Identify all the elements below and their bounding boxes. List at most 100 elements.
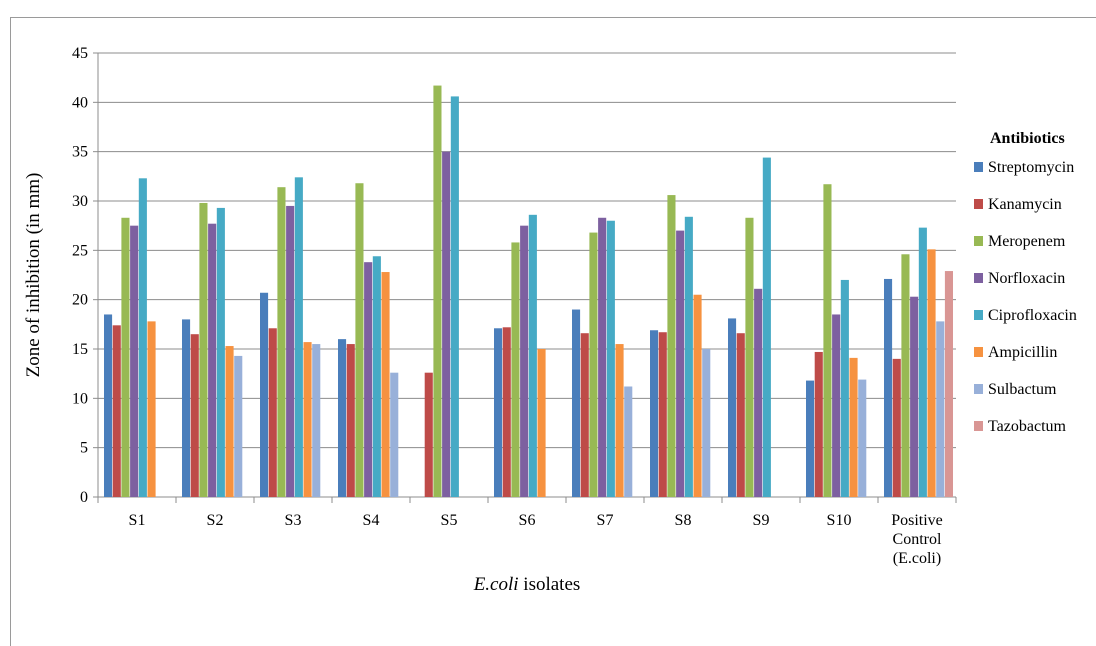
bar-ampicillin-s3	[303, 342, 312, 497]
bar-ciprofloxacin-s8	[684, 216, 693, 497]
bar-norfloxacin-s7	[598, 217, 607, 498]
bar-ampicillin-s4	[381, 272, 390, 497]
bar-kanamycin-positive	[892, 358, 901, 497]
x-tick-label: S2	[207, 512, 224, 529]
legend-label: Sulbactum	[988, 381, 1057, 398]
legend-label: Meropenem	[988, 233, 1066, 250]
bar-norfloxacin-s10	[832, 314, 841, 497]
legend-title: Antibiotics	[990, 130, 1065, 147]
bar-meropenem-s1	[121, 217, 130, 498]
x-tick-label: S6	[519, 512, 536, 529]
bar-kanamycin-s8	[658, 332, 667, 497]
x-tick-label: S9	[753, 512, 770, 529]
legend-label: Tazobactum	[988, 418, 1067, 435]
bar-meropenem-s8	[667, 195, 676, 497]
bar-ciprofloxacin-s5	[450, 96, 459, 497]
legend-swatch	[974, 236, 983, 246]
chart-frame	[10, 17, 1096, 646]
bar-sulbactum-s2	[234, 355, 243, 497]
bar-meropenem-positive	[901, 254, 910, 497]
bar-meropenem-s10	[823, 184, 832, 497]
bar-sulbactum-s3	[312, 344, 321, 497]
y-tick-label: 30	[72, 193, 88, 210]
bar-norfloxacin-s6	[520, 225, 529, 497]
bar-ampicillin-s6	[537, 349, 546, 497]
bar-meropenem-s2	[199, 202, 208, 497]
bar-kanamycin-s2	[190, 334, 199, 497]
bar-ciprofloxacin-s2	[216, 207, 225, 497]
bar-ampicillin-s2	[225, 346, 234, 497]
bar-norfloxacin-s8	[676, 230, 685, 497]
bar-norfloxacin-s4	[364, 262, 373, 497]
bar-ciprofloxacin-positive	[918, 227, 927, 497]
y-tick-label: 45	[72, 45, 88, 62]
legend: Antibiotics Streptomycin Kanamycin Meropene…	[974, 130, 1077, 435]
bar-ampicillin-s7	[615, 344, 624, 497]
bar-norfloxacin-s1	[130, 225, 139, 497]
y-tick-label: 20	[72, 292, 88, 309]
legend-swatch	[974, 310, 983, 320]
bar-kanamycin-s3	[268, 328, 277, 497]
bar-streptomycin-s9	[728, 318, 737, 497]
bar-ampicillin-s1	[147, 321, 156, 497]
bar-streptomycin-s8	[650, 330, 659, 497]
legend-label: Streptomycin	[988, 159, 1074, 176]
x-tick-label: S10	[827, 512, 852, 529]
y-tick-label: 35	[72, 144, 88, 161]
bar-meropenem-s4	[355, 183, 364, 498]
legend-swatch	[974, 421, 983, 431]
bar-meropenem-s7	[589, 232, 598, 497]
x-tick-label: S1	[129, 512, 146, 529]
bar-sulbactum-s8	[702, 349, 711, 497]
bar-streptomycin-s7	[572, 309, 581, 497]
legend-swatch	[974, 162, 983, 172]
bar-ciprofloxacin-s9	[762, 157, 771, 497]
legend-label: Norfloxacin	[988, 270, 1065, 287]
bar-norfloxacin-s3	[286, 205, 295, 497]
legend-swatch	[974, 347, 983, 357]
bar-streptomycin-s6	[494, 328, 503, 497]
bar-ampicillin-s10	[849, 357, 858, 497]
x-tick-label: Positive Control (E.coli)	[891, 512, 943, 567]
bar-streptomycin-s4	[338, 339, 347, 497]
y-tick-label: 25	[72, 242, 88, 259]
legend-label: Ciprofloxacin	[988, 307, 1077, 324]
bar-ampicillin-positive	[927, 249, 936, 497]
x-tick-label: S3	[285, 512, 302, 529]
legend-swatch	[974, 273, 983, 283]
bar-streptomycin-s1	[104, 314, 113, 497]
y-tick-label: 5	[80, 440, 88, 457]
bar-norfloxacin-s2	[208, 223, 217, 497]
bar-sulbactum-s7	[624, 386, 633, 497]
legend-swatch	[974, 384, 983, 394]
bar-kanamycin-s5	[424, 372, 433, 497]
x-tick-label: S4	[363, 512, 380, 529]
y-axis-title: Zone of inhibition (in mm)	[23, 173, 44, 378]
bar-ciprofloxacin-s7	[606, 220, 615, 497]
legend-label: Kanamycin	[988, 196, 1062, 213]
y-tick-label: 40	[72, 94, 88, 111]
bar-kanamycin-s9	[736, 333, 745, 497]
legend-label: Ampicillin	[988, 344, 1057, 361]
y-tick-label: 10	[72, 390, 88, 407]
bar-ciprofloxacin-s6	[528, 214, 537, 497]
bar-ciprofloxacin-s4	[372, 256, 381, 497]
bar-sulbactum-positive	[936, 321, 945, 497]
y-tick-label: 15	[72, 341, 88, 358]
x-tick-label: S7	[597, 512, 614, 529]
bar-ciprofloxacin-s1	[138, 178, 147, 497]
bar-streptomycin-s3	[260, 292, 269, 497]
y-tick-label: 0	[80, 489, 88, 506]
bar-ciprofloxacin-s10	[840, 279, 849, 497]
bar-ampicillin-s8	[693, 294, 702, 497]
bar-meropenem-s3	[277, 187, 286, 498]
bar-ciprofloxacin-s3	[294, 177, 303, 497]
bar-kanamycin-s7	[580, 333, 589, 497]
bar-meropenem-s6	[511, 242, 520, 497]
x-tick-label: S8	[675, 512, 692, 529]
bar-streptomycin-s2	[182, 319, 191, 497]
bar-sulbactum-s4	[390, 372, 399, 497]
bar-streptomycin-positive	[884, 278, 893, 497]
bar-norfloxacin-positive	[910, 296, 919, 497]
